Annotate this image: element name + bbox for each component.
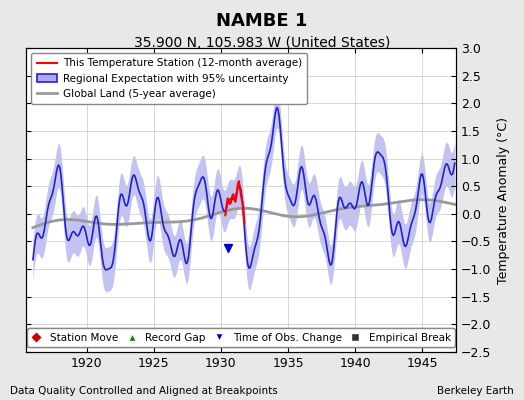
Y-axis label: Temperature Anomaly (°C): Temperature Anomaly (°C) xyxy=(497,116,510,284)
Text: 35.900 N, 105.983 W (United States): 35.900 N, 105.983 W (United States) xyxy=(134,36,390,50)
Text: Berkeley Earth: Berkeley Earth xyxy=(437,386,514,396)
Legend: Station Move, Record Gap, Time of Obs. Change, Empirical Break: Station Move, Record Gap, Time of Obs. C… xyxy=(27,328,455,347)
Text: Data Quality Controlled and Aligned at Breakpoints: Data Quality Controlled and Aligned at B… xyxy=(10,386,278,396)
Text: NAMBE 1: NAMBE 1 xyxy=(216,12,308,30)
